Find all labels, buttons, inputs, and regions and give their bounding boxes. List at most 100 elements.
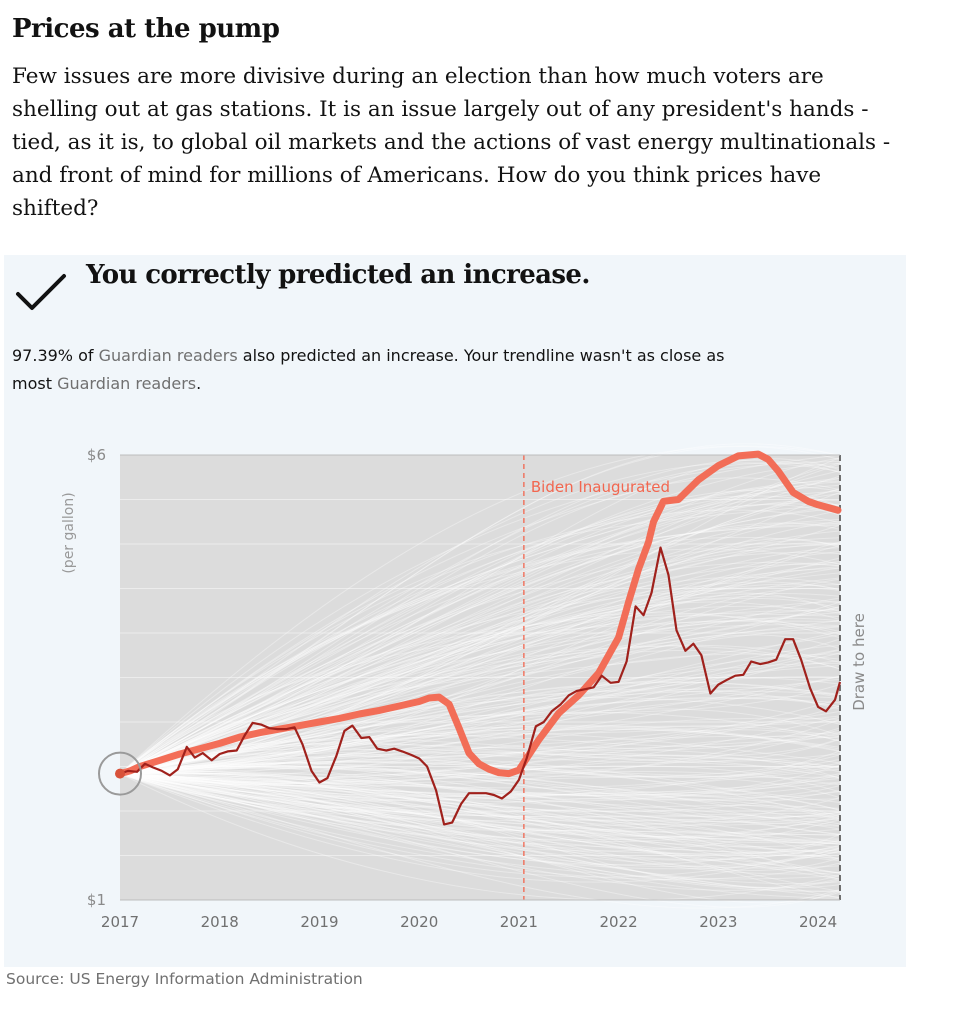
reader-guess-line (119, 773, 841, 797)
reader-guess-line (119, 773, 841, 849)
reader-guess-line (119, 676, 841, 775)
reader-guess-line (119, 732, 841, 780)
reader-guess-line (119, 772, 841, 874)
reader-guess-line (119, 495, 841, 775)
reader-guess-line (119, 773, 841, 860)
reader-guess-line (119, 761, 841, 819)
reader-guess-line (119, 728, 841, 775)
reader-guess-line (119, 725, 841, 778)
reader-guess-line (119, 773, 841, 868)
reader-guess-line (119, 480, 841, 775)
reader-guess-line (119, 773, 841, 898)
x-tick-label: 2020 (400, 913, 438, 931)
reader-guess-line (119, 773, 841, 821)
reader-guess-line (119, 678, 841, 775)
reader-guess-line (119, 773, 841, 869)
reader-guess-line (119, 560, 841, 775)
reader-guess-line (119, 715, 841, 780)
reader-guess-line (119, 772, 841, 844)
reader-guess-line (119, 470, 841, 775)
reader-guess-line (119, 597, 841, 775)
reader-guess-line (119, 660, 841, 775)
reader-guess-line (119, 581, 841, 775)
reader-guess-line (119, 446, 841, 775)
reader-guess-line (119, 773, 841, 818)
reader-guess-line (119, 577, 841, 775)
reader-guess-line (119, 773, 841, 827)
reader-guess-line (119, 696, 841, 775)
reader-guess-line (119, 548, 841, 775)
reader-guess-line (119, 653, 841, 775)
reader-guess-line (119, 675, 841, 775)
reader-guess-line (119, 454, 841, 775)
reader-guess-line (119, 773, 841, 812)
stat-end-text: . (196, 374, 202, 393)
draw-to-here-label: Draw to here (850, 613, 868, 711)
reader-guess-line (119, 462, 841, 775)
reader-guess-line (119, 735, 841, 775)
reader-guess-line (119, 509, 841, 775)
reader-guess-line (119, 477, 841, 775)
reader-guess-line (119, 729, 841, 783)
guardian-readers-link-2[interactable]: Guardian readers (57, 374, 197, 393)
reader-guess-line (119, 686, 841, 775)
reader-guess-line (119, 631, 841, 775)
result-headline: You correctly predicted an increase. (86, 260, 590, 290)
reader-guess-line (119, 773, 841, 883)
x-tick-label: 2018 (201, 913, 239, 931)
reader-guess-line (119, 522, 841, 775)
reader-guess-line (119, 443, 841, 775)
reader-guess-line (119, 773, 841, 853)
reader-guess-line (119, 750, 841, 789)
reader-guess-line (119, 773, 841, 843)
check-icon (16, 274, 66, 310)
reader-guess-line (119, 772, 841, 801)
reader-guess-line (119, 490, 841, 775)
reader-guess-line (119, 504, 841, 775)
reader-guess-line (119, 773, 841, 874)
stat-percent: 97.39% (12, 346, 74, 365)
y-tick-label: $6 (87, 446, 106, 464)
x-tick-label: 2019 (300, 913, 338, 931)
reader-guess-line (119, 762, 841, 796)
reader-guess-line (119, 708, 841, 775)
reader-guess-line (119, 765, 841, 813)
guardian-readers-link[interactable]: Guardian readers (98, 346, 238, 365)
reader-guess-line (119, 481, 841, 775)
reader-guess-line (119, 675, 841, 775)
reader-guess-line (119, 773, 841, 881)
reader-guess-line (119, 459, 841, 775)
reader-guess-line (119, 492, 841, 775)
reader-guess-line (119, 638, 841, 775)
x-tick-label: 2021 (500, 913, 538, 931)
reader-guess-line (119, 477, 841, 775)
reader-guess-line (119, 765, 841, 793)
reader-guess-line (119, 773, 841, 859)
reader-guess-line (119, 542, 841, 775)
reader-guess-line (119, 762, 841, 798)
reader-guess-line (119, 524, 841, 775)
reader-guess-line (119, 544, 841, 775)
reader-guess-line (119, 477, 841, 775)
axes: $6 $1 2017 2018 2019 2020 2021 2022 2023 2024 (87, 446, 840, 931)
reader-guess-line (119, 754, 841, 778)
reader-guess-line (119, 773, 841, 866)
reader-guess-line (119, 773, 841, 814)
reader-guess-line (119, 504, 841, 775)
reader-guess-line (119, 457, 841, 775)
source-note: Source: US Energy Information Administra… (6, 970, 363, 988)
reader-guess-line (119, 773, 841, 801)
reader-guess-line (119, 773, 841, 901)
actual-price-line (119, 546, 842, 826)
start-point-ring (98, 751, 142, 796)
x-tick-label: 2022 (600, 913, 638, 931)
reader-guess-line (119, 751, 841, 778)
reader-guess-line (119, 537, 841, 775)
reader-guess-line (119, 662, 841, 775)
reader-guess-line (119, 462, 841, 775)
reader-guess-line (119, 773, 841, 862)
reader-guess-line (119, 578, 841, 775)
reader-guess-line (119, 606, 841, 775)
start-point-dot (115, 768, 125, 779)
x-tick-label: 2017 (101, 913, 139, 931)
